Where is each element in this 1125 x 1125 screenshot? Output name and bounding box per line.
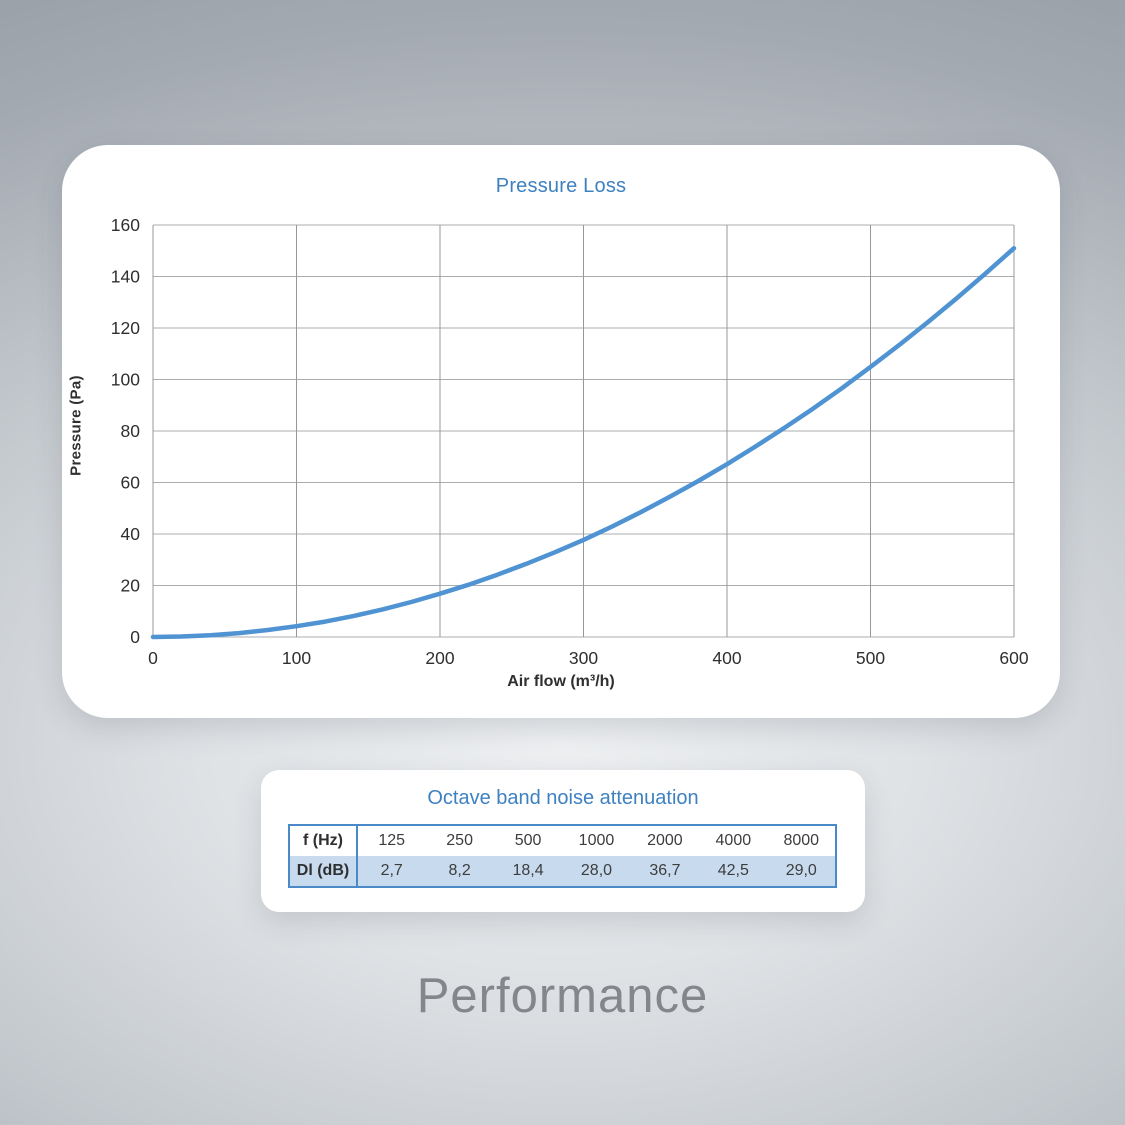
frequency-cell: 125 (378, 832, 406, 849)
x-tick-label: 500 (856, 648, 885, 668)
pressure-loss-chart: 0 20 40 60 80 100 120 140 160 0 100 200 300 400 500 600 (111, 215, 1029, 668)
noise-attenuation-card: Octave band noise attenuation f (Hz) 125… (261, 770, 865, 912)
attenuation-cell: 8,2 (425, 856, 494, 887)
pressure-loss-card: Pressure Loss 0 20 40 60 80 100 120 140 160 0 100 2… (62, 145, 1060, 718)
frequency-cell: 250 (446, 832, 473, 849)
x-tick-label: 200 (425, 648, 454, 668)
frequency-cell: 1000 (578, 832, 615, 849)
page-title: Performance (416, 969, 709, 1023)
attenuation-row: Dl (dB) 2,7 8,2 18,4 28,0 36,7 42,5 29,0 (289, 856, 836, 887)
attenuation-cell: 18,4 (493, 856, 563, 887)
frequency-cell: 2000 (647, 832, 683, 849)
noise-attenuation-table: f (Hz) 125 250 500 1000 2000 4000 8000 D… (288, 824, 837, 888)
frequency-cell: 8000 (783, 832, 820, 849)
y-tick-label: 140 (111, 267, 140, 287)
attenuation-cell: 2,7 (357, 856, 426, 887)
frequency-row-label: f (Hz) (289, 825, 358, 856)
frequency-row: f (Hz) 125 250 500 1000 2000 4000 8000 (289, 825, 836, 856)
x-tick-label: 300 (569, 648, 598, 668)
x-tick-label: 600 (999, 648, 1028, 668)
attenuation-row-label: Dl (dB) (289, 856, 358, 887)
y-tick-label: 0 (130, 627, 140, 647)
y-tick-label: 120 (111, 318, 140, 338)
y-tick-label: 160 (111, 215, 140, 235)
x-tick-label: 400 (712, 648, 741, 668)
pressure-loss-curve (150, 245, 1017, 640)
y-tick-label: 20 (121, 576, 141, 596)
attenuation-cell: 42,5 (699, 856, 768, 887)
attenuation-cell: 36,7 (630, 856, 700, 887)
chart-title: Pressure Loss (495, 175, 627, 197)
y-axis-title: Pressure (Pa) (67, 375, 85, 476)
noise-table-title: Octave band noise attenuation (427, 787, 699, 809)
x-tick-label: 0 (148, 648, 158, 668)
frequency-cell: 500 (514, 832, 542, 849)
attenuation-cell: 28,0 (562, 856, 631, 887)
frequency-cell: 4000 (715, 832, 752, 849)
x-tick-label: 100 (282, 648, 311, 668)
y-tick-label: 40 (121, 524, 141, 544)
y-tick-label: 60 (121, 473, 141, 493)
attenuation-cell: 29,0 (767, 856, 836, 887)
x-axis-title: Air flow (m³/h) (507, 673, 615, 690)
y-tick-label: 100 (111, 370, 140, 390)
y-tick-label: 80 (121, 421, 141, 441)
